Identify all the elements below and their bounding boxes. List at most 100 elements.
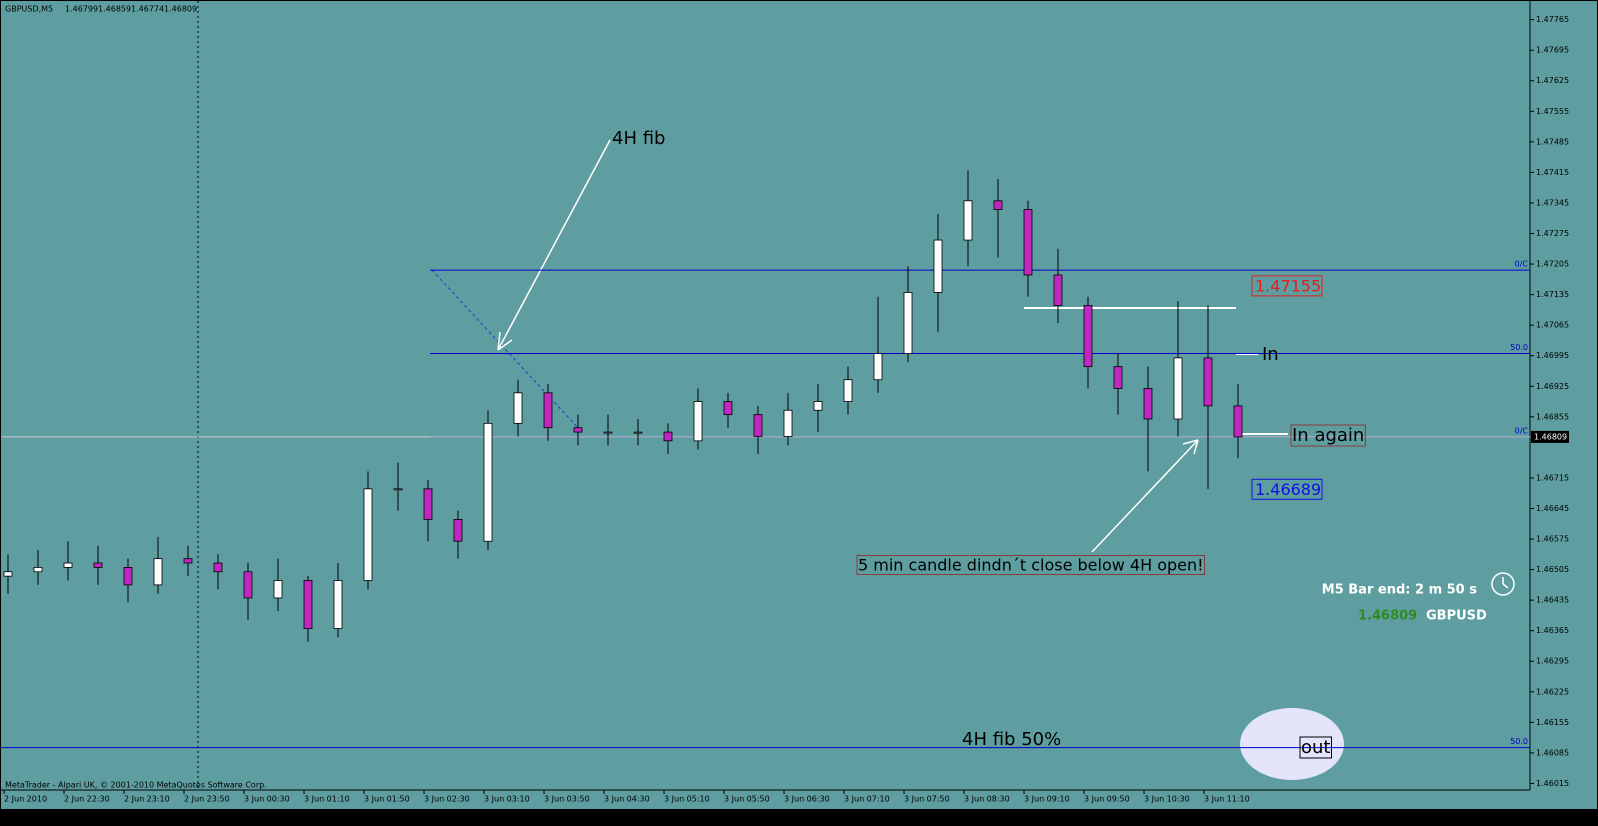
candle-body — [1143, 388, 1153, 420]
candle-body — [93, 562, 103, 568]
annotation-box — [1299, 736, 1332, 759]
candle-body — [573, 427, 583, 433]
y-tick-label: 1.46715 — [1536, 473, 1569, 482]
candle-body — [843, 379, 853, 402]
candle-body — [633, 431, 643, 434]
y-tick-label: 1.46435 — [1536, 596, 1569, 605]
x-tick-label: 3 Jun 09:50 — [1084, 795, 1130, 804]
candle-body — [663, 431, 673, 442]
y-tick-label: 1.46505 — [1536, 565, 1569, 574]
x-tick-label: 3 Jun 05:50 — [724, 795, 770, 804]
candle-body — [933, 239, 943, 293]
fib-trendline — [431, 269, 581, 431]
price-label: 1.46689 — [1255, 480, 1321, 499]
clock-icon — [1491, 572, 1515, 596]
y-tick-label: 1.47205 — [1536, 260, 1569, 269]
header-ohlc: 1.46859 — [98, 5, 131, 14]
header-ohlc: 1.46774 — [131, 5, 164, 14]
y-tick-label: 1.46855 — [1536, 412, 1569, 421]
annotation: In — [1262, 344, 1279, 365]
plot-background — [1, 1, 1597, 809]
price-label-box — [1251, 275, 1323, 297]
candle-body — [123, 567, 133, 586]
arrow-note — [1091, 439, 1199, 553]
footer: MetaTrader - Alpari UK, © 2001-2010 Meta… — [5, 781, 267, 790]
x-tick-label: 2 Jun 2010 — [4, 795, 47, 804]
current-price-label: 1.46809 — [1534, 432, 1567, 441]
candle-body — [1233, 405, 1243, 438]
x-tick-label: 3 Jun 01:10 — [304, 795, 350, 804]
bar-end: M5 Bar end: 2 m 50 s — [1322, 583, 1477, 598]
fib-level-label: 50.0 — [1510, 343, 1528, 352]
y-tick-label: 1.47625 — [1536, 76, 1569, 85]
candle-body — [1113, 366, 1123, 389]
x-tick-label: 3 Jun 09:10 — [1024, 795, 1070, 804]
clock-face — [1491, 572, 1515, 596]
x-tick-label: 3 Jun 11:10 — [1204, 795, 1250, 804]
candle-body — [1083, 305, 1093, 368]
candle-body — [363, 488, 373, 581]
price-label: 1.47155 — [1255, 276, 1321, 295]
y-tick-label: 1.46995 — [1536, 351, 1569, 360]
y-tick-label: 1.47065 — [1536, 321, 1569, 330]
candle-body — [813, 401, 823, 411]
y-tick-label: 1.46925 — [1536, 382, 1569, 391]
y-tick-label: 1.46085 — [1536, 748, 1569, 757]
x-tick-label: 3 Jun 04:30 — [604, 795, 650, 804]
candle-body — [483, 422, 493, 542]
candle-body — [963, 200, 973, 241]
candle-body — [603, 431, 613, 434]
candle-body — [753, 414, 763, 437]
y-tick-label: 1.46575 — [1536, 535, 1569, 544]
candle-body — [723, 401, 733, 416]
info-symbol: GBPUSD — [1426, 609, 1487, 624]
header-ohlc: 1.46799 — [65, 5, 98, 14]
y-tick-label: 1.47555 — [1536, 107, 1569, 116]
candle-body — [33, 567, 43, 573]
x-tick-label: 3 Jun 10:30 — [1144, 795, 1190, 804]
x-tick-label: 3 Jun 07:50 — [904, 795, 950, 804]
annotation-box — [1290, 424, 1366, 447]
fib-level-label: 0/C — [1515, 426, 1529, 435]
y-tick-label: 1.47135 — [1536, 290, 1569, 299]
x-tick-label: 3 Jun 02:30 — [424, 795, 470, 804]
x-tick-label: 3 Jun 05:10 — [664, 795, 710, 804]
annotation: 4H fib 50% — [962, 729, 1061, 750]
candle-body — [783, 409, 793, 437]
price-label-box — [1251, 478, 1323, 500]
y-tick-label: 1.46295 — [1536, 657, 1569, 666]
candle-body — [183, 558, 193, 564]
annotation: out — [1301, 737, 1330, 758]
symbol: GBPUSD,M5 — [5, 5, 53, 14]
x-tick-label: 3 Jun 06:30 — [784, 795, 830, 804]
y-tick-label: 1.46155 — [1536, 718, 1569, 727]
candle-body — [903, 292, 913, 354]
candle-body — [1203, 357, 1213, 407]
candle-body — [243, 571, 253, 599]
y-tick-label: 1.46365 — [1536, 626, 1569, 635]
annotation: 5 min candle dindn´t close below 4H open… — [858, 556, 1204, 575]
candle-body — [393, 488, 403, 491]
x-tick-label: 2 Jun 23:10 — [124, 795, 170, 804]
candle-body — [873, 353, 883, 381]
clock-hands — [1502, 577, 1509, 589]
candle-body — [513, 392, 523, 424]
y-tick-label: 1.47415 — [1536, 168, 1569, 177]
y-tick-label: 1.47485 — [1536, 137, 1569, 146]
info-price: 1.46809 — [1358, 609, 1417, 624]
x-tick-label: 3 Jun 03:10 — [484, 795, 530, 804]
y-tick-label: 1.46645 — [1536, 504, 1569, 513]
y-tick-label: 1.47765 — [1536, 15, 1569, 24]
candle-body — [333, 580, 343, 629]
candle-body — [63, 562, 73, 568]
arrow-4h-fib — [497, 139, 611, 351]
candle-body — [1173, 357, 1183, 420]
fib-level-label: 0/C — [1515, 260, 1529, 269]
x-tick-label: 3 Jun 01:50 — [364, 795, 410, 804]
candle-body — [453, 518, 463, 542]
candle-body — [153, 558, 163, 586]
x-tick-label: 2 Jun 22:30 — [64, 795, 110, 804]
candle-body — [1053, 274, 1063, 306]
